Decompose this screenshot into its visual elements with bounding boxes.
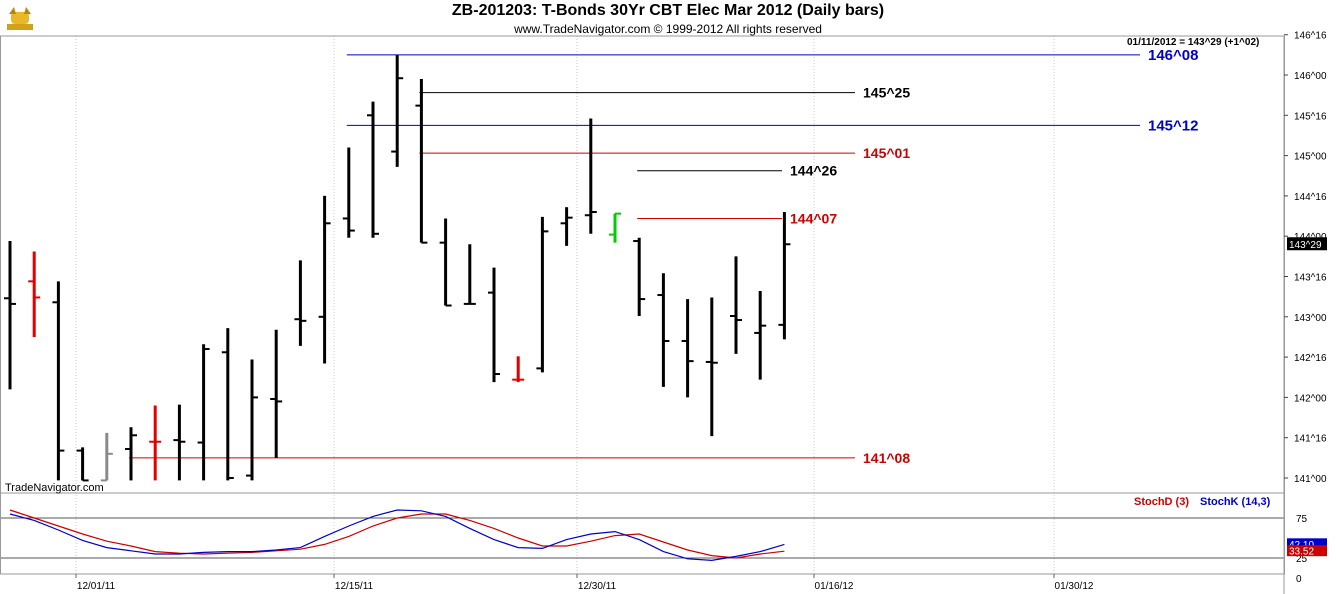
price-tick-label: 146^00 (1294, 71, 1327, 82)
price-tick-label: 145^00 (1294, 152, 1327, 163)
price-tick-label: 142^00 (1294, 393, 1327, 404)
price-bars (4, 54, 791, 482)
level-label: 141^08 (863, 450, 910, 466)
last-price-tag (1287, 237, 1327, 251)
stochastic-panel: 7525042.1033.52 (0, 509, 1327, 585)
stoch-tick-label: 0 (1296, 574, 1302, 585)
price-tick-label: 142^16 (1294, 353, 1327, 364)
level-label: 145^12 (1148, 117, 1198, 134)
price-tick-label: 145^16 (1294, 111, 1327, 122)
stochd-value-tag (1287, 545, 1327, 557)
price-tick-label: 141^16 (1294, 434, 1327, 445)
stoch-tick-label: 25 (1296, 554, 1308, 565)
level-label: 144^07 (790, 211, 837, 227)
last-price-tag-label: 143^29 (1289, 240, 1322, 251)
date-tick-label: 12/01/11 (77, 581, 116, 592)
price-tick-label: 144^16 (1294, 192, 1327, 203)
stochk-label: StochK (14,3) (1200, 496, 1271, 508)
chart-title: ZB-201203: T-Bonds 30Yr CBT Elec Mar 201… (451, 2, 885, 19)
price-tick-label: 141^00 (1294, 474, 1327, 485)
chart-axes: 12/01/11 12/15/11 12/30/11 01/16/12 01/30/12… (0, 31, 1327, 594)
stochd-value-label: 33.52 (1289, 547, 1314, 558)
support-resistance-lines: 146^08 145^25 145^12 145^01 144^26 144^07 141^… (129, 47, 1198, 466)
date-tick-label: 12/30/11 (578, 581, 617, 592)
stochk-line (9, 509, 785, 562)
price-tick-label: 143^00 (1294, 313, 1327, 324)
watermark: TradeNavigator.com (5, 482, 104, 494)
price-tick-label: 146^16 (1294, 31, 1327, 42)
date-tick-label: 01/16/12 (815, 581, 854, 592)
level-label: 145^25 (863, 85, 910, 101)
stochk-value-tag (1287, 538, 1327, 550)
level-label: 145^01 (863, 145, 910, 161)
level-label: 146^08 (1148, 47, 1198, 64)
level-label: 144^26 (790, 163, 837, 179)
stochd-label: StochD (3) (1134, 496, 1189, 508)
chart-subtitle: www.TradeNavigator.com © 1999-2012 All r… (514, 22, 822, 36)
date-tick-label: 01/30/12 (1055, 581, 1094, 592)
price-readout: 01/11/2012 = 143^29 (+1^02) (1127, 37, 1260, 48)
bull-bear-logo-icon (6, 4, 34, 37)
stochd-line (9, 509, 785, 559)
date-tick-label: 12/15/11 (335, 581, 374, 592)
price-tick-label: 143^16 (1294, 273, 1327, 284)
stoch-tick-label: 75 (1296, 514, 1308, 525)
